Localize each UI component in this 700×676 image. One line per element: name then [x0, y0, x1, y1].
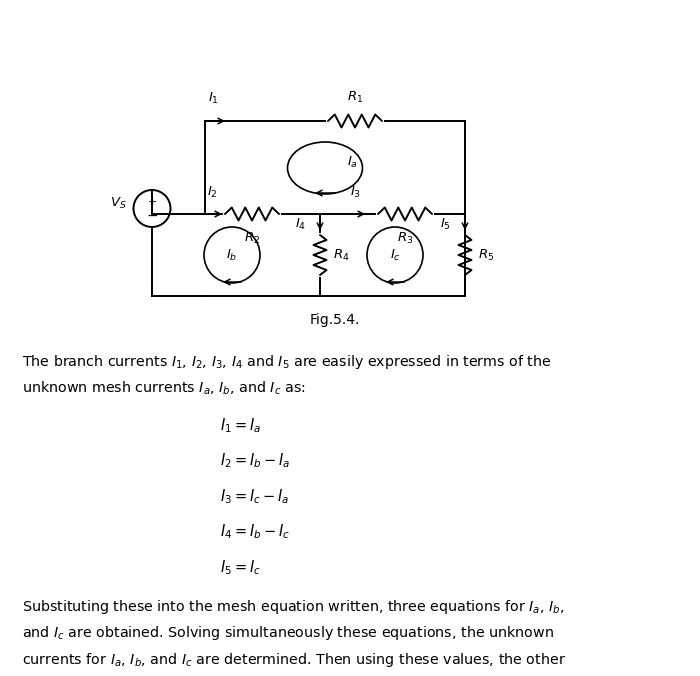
Text: −: −	[146, 209, 158, 223]
Text: The branch currents $I_1$, $I_2$, $I_3$, $I_4$ and $I_5$ are easily expressed in: The branch currents $I_1$, $I_2$, $I_3$,…	[22, 353, 552, 371]
Text: currents for $I_a$, $I_b$, and $I_c$ are determined. Then using these values, th: currents for $I_a$, $I_b$, and $I_c$ are…	[22, 651, 566, 669]
Text: $V_S$: $V_S$	[111, 196, 127, 211]
Text: $I_4 = I_b - I_c$: $I_4 = I_b - I_c$	[220, 523, 290, 541]
Text: $I_2 = I_b - I_a$: $I_2 = I_b - I_a$	[220, 452, 290, 470]
Text: $I_1 = I_a$: $I_1 = I_a$	[220, 416, 261, 435]
Text: +: +	[147, 197, 157, 207]
Text: $I_a$: $I_a$	[347, 154, 358, 170]
Text: $I_c$: $I_c$	[390, 247, 400, 262]
Text: $R_4$: $R_4$	[333, 247, 349, 262]
Text: $I_5 = I_c$: $I_5 = I_c$	[220, 558, 261, 577]
Text: and $I_c$ are obtained. Solving simultaneously these equations, the unknown: and $I_c$ are obtained. Solving simultan…	[22, 625, 554, 642]
Text: $I_b$: $I_b$	[226, 247, 238, 262]
Text: $R_2$: $R_2$	[244, 231, 260, 246]
Text: $I_4$: $I_4$	[295, 216, 306, 232]
Text: $I_3 = I_c - I_a$: $I_3 = I_c - I_a$	[220, 487, 290, 506]
Text: $R_1$: $R_1$	[347, 90, 363, 105]
Text: $I_3$: $I_3$	[350, 185, 361, 200]
Text: $I_2$: $I_2$	[207, 185, 218, 200]
Text: $R_3$: $R_3$	[397, 231, 413, 246]
Text: $I_1$: $I_1$	[208, 91, 219, 106]
Text: $I_5$: $I_5$	[440, 216, 451, 232]
Text: Fig.5.4.: Fig.5.4.	[310, 313, 360, 327]
Text: unknown mesh currents $I_a$, $I_b$, and $I_c$ as:: unknown mesh currents $I_a$, $I_b$, and …	[22, 379, 306, 397]
Text: Substituting these into the mesh equation written, three equations for $I_a$, $I: Substituting these into the mesh equatio…	[22, 598, 565, 616]
Text: $R_5$: $R_5$	[478, 247, 494, 262]
